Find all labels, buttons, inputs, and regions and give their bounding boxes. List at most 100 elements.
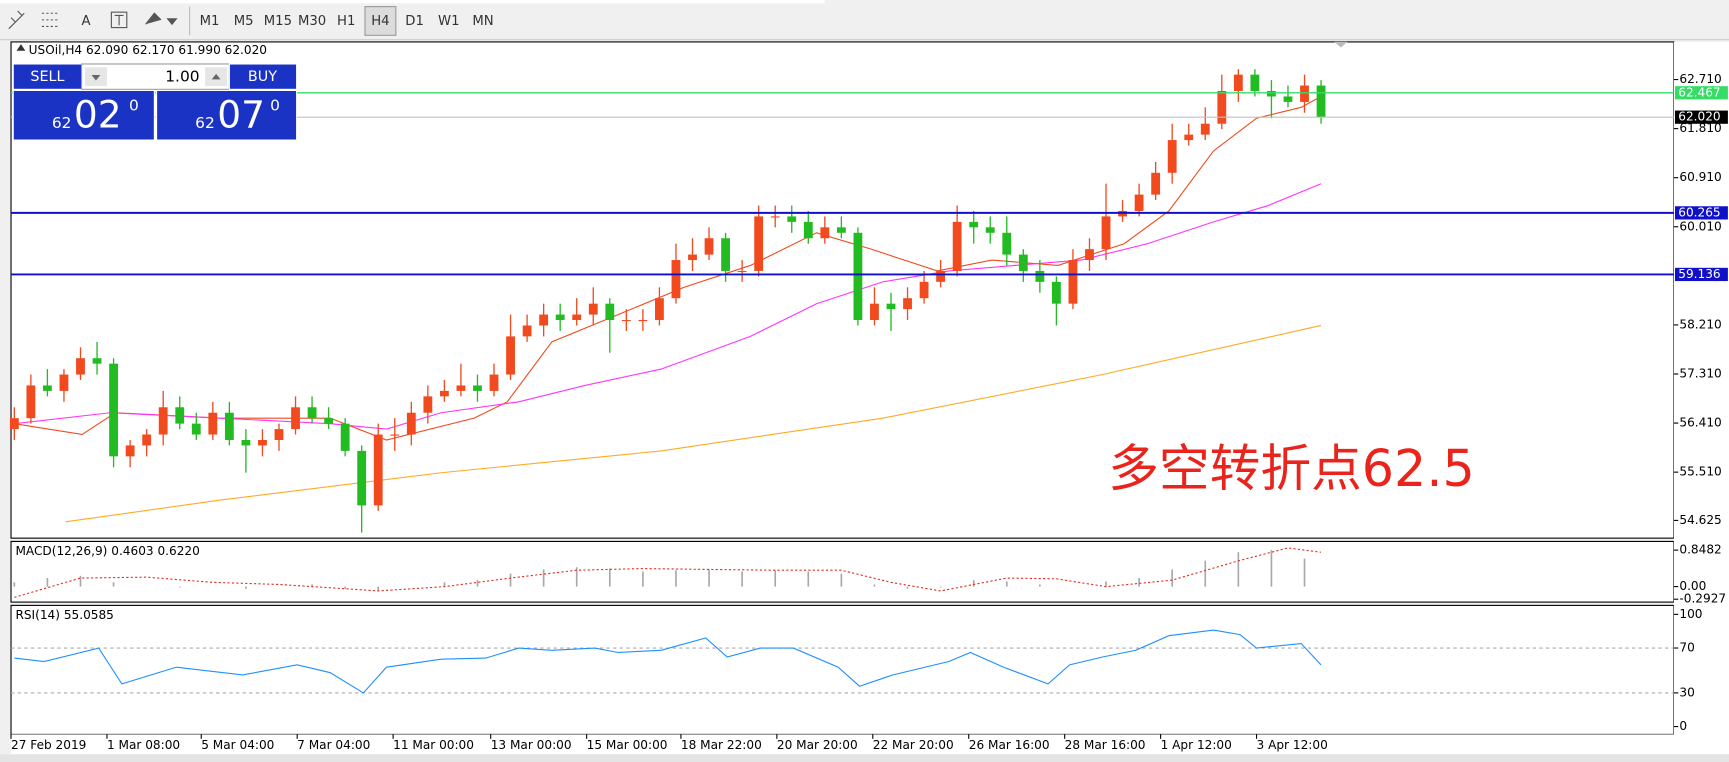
y-tick-label: 61.810 <box>1679 121 1721 135</box>
indicator-title: RSI(14) 55.0585 <box>15 608 113 622</box>
candle-body <box>208 412 218 435</box>
x-tick-label: 11 Mar 00:00 <box>393 738 474 752</box>
candle-body <box>191 423 201 435</box>
sell-label[interactable]: SELL <box>30 69 64 85</box>
y-tick-label: 70 <box>1679 641 1694 655</box>
candle-body <box>704 238 714 255</box>
y-tick-label: 58.210 <box>1679 317 1721 331</box>
bid-sup: 0 <box>129 96 139 114</box>
candle-body <box>1068 260 1078 304</box>
x-tick-label: 22 Mar 20:00 <box>873 738 954 752</box>
candle-body <box>539 314 549 326</box>
candle-body <box>76 358 85 375</box>
y-tick-label: 56.410 <box>1679 416 1721 430</box>
y-tick-label: 0 <box>1679 719 1687 733</box>
candle-body <box>43 385 52 391</box>
candle-body <box>125 445 135 457</box>
period-sep-tool[interactable] <box>41 12 60 28</box>
candle-body <box>274 429 284 440</box>
scrollbar <box>0 754 1729 762</box>
lot-up-icon <box>211 73 221 80</box>
candle-body <box>1316 85 1326 118</box>
candle-body <box>506 336 515 375</box>
timeframe-button[interactable]: M5 <box>234 14 254 29</box>
timeframe-button[interactable]: H1 <box>337 14 355 29</box>
toolbar-edge <box>0 0 825 4</box>
timeframe-button[interactable]: D1 <box>405 14 424 29</box>
text-tool[interactable]: A <box>81 14 90 29</box>
price-tag <box>1674 267 1728 282</box>
price-axis <box>1673 41 1729 735</box>
bid-box[interactable] <box>12 89 155 141</box>
chart-title: USOil,H4 62.090 62.170 61.990 62.020 <box>29 43 267 57</box>
ask-box[interactable] <box>156 89 298 141</box>
current-price-label: 62.020 <box>1678 110 1720 124</box>
candle-body <box>1101 216 1111 250</box>
arrows-tool[interactable] <box>145 12 178 26</box>
candle-body <box>456 385 466 391</box>
candle-body <box>853 232 863 321</box>
rsi-panel <box>10 604 1675 735</box>
timeframe-button[interactable]: M15 <box>264 14 292 29</box>
candle-body <box>903 298 912 310</box>
annotation: 多空转折点62.5 <box>1108 439 1475 498</box>
candle-body <box>9 418 19 430</box>
candle-body <box>1085 249 1094 261</box>
toolbar: A M1 M5 M15 M30 H1 H4 D1 W1 MN <box>0 0 1729 41</box>
y-tick-label: 0.00 <box>1679 579 1706 593</box>
candle-body <box>1184 134 1194 141</box>
signal-line <box>14 547 1322 598</box>
x-tick-label: 28 Mar 16:00 <box>1065 738 1146 752</box>
candle-body <box>158 407 168 435</box>
candle-body <box>886 303 896 310</box>
y-tick-label: 57.310 <box>1679 367 1721 381</box>
candle-body <box>803 221 813 239</box>
crosshair-tool[interactable] <box>8 10 25 30</box>
lot-value[interactable]: 1.00 <box>165 68 199 86</box>
candle-body <box>655 298 664 321</box>
price-tag <box>1674 206 1728 220</box>
candle-body <box>621 320 631 322</box>
timeframe-button[interactable]: MN <box>472 14 493 29</box>
x-tick-label: 3 Apr 12:00 <box>1257 738 1328 752</box>
candle-body <box>473 385 482 391</box>
candle-body <box>1167 140 1177 173</box>
x-tick-label: 26 Mar 16:00 <box>969 738 1050 752</box>
x-tick-label: 1 Apr 12:00 <box>1161 738 1232 752</box>
timeframe-button[interactable]: M1 <box>200 14 220 29</box>
y-tick-label: 0.8482 <box>1679 543 1721 557</box>
candle-body <box>340 423 350 451</box>
y-tick-label: 54.625 <box>1679 513 1721 527</box>
x-tick-label: 27 Feb 2019 <box>11 738 86 752</box>
candle-body <box>969 221 979 228</box>
candle-body <box>671 260 681 299</box>
y-tick-label: 60.910 <box>1679 170 1721 184</box>
candle-body <box>770 216 780 218</box>
timeframe-active <box>364 6 397 36</box>
ask-main: 07 <box>217 92 265 136</box>
candle-body <box>787 216 797 222</box>
lot-down-icon <box>91 75 101 81</box>
timeframe-button[interactable]: M30 <box>298 14 326 29</box>
candle-body <box>721 238 730 271</box>
time-axis <box>11 734 1729 755</box>
candle-body <box>1233 74 1243 92</box>
x-tick-label: 1 Mar 08:00 <box>107 738 180 752</box>
candle-body <box>109 363 118 457</box>
buy-label[interactable]: BUY <box>248 69 277 85</box>
candle-body <box>638 320 648 322</box>
collapse-icon[interactable] <box>16 44 26 51</box>
candle-body <box>489 374 499 391</box>
candle-body <box>224 412 234 440</box>
candle-body <box>572 314 582 321</box>
timeframe-bar: M1 M5 M15 M30 H1 H4 D1 W1 MN <box>200 6 494 36</box>
x-tick-label: 20 Mar 20:00 <box>777 738 858 752</box>
timeframe-button[interactable]: W1 <box>438 14 459 29</box>
candle-body <box>836 227 846 233</box>
moving-average <box>14 183 1322 430</box>
label-tool[interactable] <box>110 11 128 29</box>
timeframe-button[interactable]: H4 <box>371 14 389 29</box>
buy-button[interactable] <box>228 63 298 90</box>
